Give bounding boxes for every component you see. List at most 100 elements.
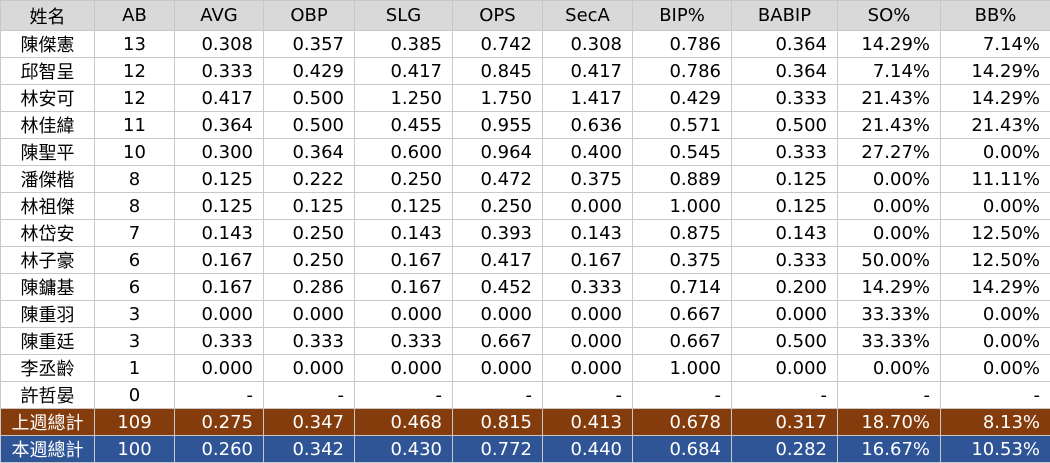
table-cell: 0.00% (941, 139, 1050, 166)
table-cell: 12.50% (941, 247, 1050, 274)
table-cell: 0.472 (453, 166, 543, 193)
table-cell: 0.786 (633, 31, 732, 58)
table-cell: 0.00% (838, 193, 941, 220)
total-cell: 0.684 (633, 436, 732, 463)
table-cell: 0.786 (633, 58, 732, 85)
table-cell: 0.250 (355, 166, 453, 193)
table-cell: 0.875 (633, 220, 732, 247)
table-cell: 0.417 (543, 58, 633, 85)
total-cell: 0.440 (543, 436, 633, 463)
table-cell: 0.333 (543, 274, 633, 301)
table-cell: 0.333 (732, 139, 838, 166)
table-cell: 0.667 (633, 328, 732, 355)
table-cell: 0.00% (838, 355, 941, 382)
table-cell: 0.333 (175, 58, 264, 85)
table-cell: 0.385 (355, 31, 453, 58)
table-cell: 0.357 (264, 31, 355, 58)
table-cell: 14.29% (838, 274, 941, 301)
total-cell: 0.815 (453, 409, 543, 436)
table-cell: 0 (95, 382, 175, 409)
header-cell: SO% (838, 1, 941, 31)
table-cell: 1.750 (453, 85, 543, 112)
table-cell: 林祖傑 (1, 193, 95, 220)
total-cell: 0.342 (264, 436, 355, 463)
table-cell: 陳重羽 (1, 301, 95, 328)
table-cell: 0.375 (543, 166, 633, 193)
total-cell: 100 (95, 436, 175, 463)
table-cell: 12 (95, 85, 175, 112)
table-cell: 林子豪 (1, 247, 95, 274)
table-cell: 0.222 (264, 166, 355, 193)
header-cell: OPS (453, 1, 543, 31)
table-cell: 0.308 (543, 31, 633, 58)
table-cell: 0.286 (264, 274, 355, 301)
table-cell: 0.455 (355, 112, 453, 139)
header-cell: SecA (543, 1, 633, 31)
table-cell: 0.000 (543, 355, 633, 382)
table-cell: 0.00% (838, 166, 941, 193)
table-cell: 林岱安 (1, 220, 95, 247)
table-cell: 3 (95, 301, 175, 328)
table-cell: 0.375 (633, 247, 732, 274)
table-cell: 0.000 (732, 301, 838, 328)
table-cell: 0.333 (175, 328, 264, 355)
table-cell: 0.600 (355, 139, 453, 166)
table-cell: 0.000 (355, 301, 453, 328)
table-cell: 7 (95, 220, 175, 247)
total-cell: 0.275 (175, 409, 264, 436)
total-cell: 109 (95, 409, 175, 436)
table-cell: 林安可 (1, 85, 95, 112)
table-cell: 0.545 (633, 139, 732, 166)
table-cell: 0.125 (264, 193, 355, 220)
table-cell: 0.571 (633, 112, 732, 139)
total-cell: 0.430 (355, 436, 453, 463)
table-cell: - (453, 382, 543, 409)
table-cell: 陳鏞基 (1, 274, 95, 301)
table-cell: 0.125 (732, 166, 838, 193)
total-cell: 0.282 (732, 436, 838, 463)
table-cell: 6 (95, 247, 175, 274)
table-cell: 0.250 (264, 247, 355, 274)
total-cell: 0.678 (633, 409, 732, 436)
table-cell: 1.417 (543, 85, 633, 112)
table-cell: 27.27% (838, 139, 941, 166)
table-cell: 0.167 (175, 274, 264, 301)
table-cell: 0.000 (543, 193, 633, 220)
table-cell: 11.11% (941, 166, 1050, 193)
table-cell: 許哲晏 (1, 382, 95, 409)
table-cell: 11 (95, 112, 175, 139)
header-cell: OBP (264, 1, 355, 31)
table-cell: 14.29% (941, 58, 1050, 85)
total-cell: 0.317 (732, 409, 838, 436)
table-cell: 0.000 (175, 355, 264, 382)
table-cell: 0.167 (355, 247, 453, 274)
table-cell: - (838, 382, 941, 409)
table-cell: 0.333 (732, 247, 838, 274)
total-cell: 本週總計 (1, 436, 95, 463)
table-cell: 0.143 (543, 220, 633, 247)
total-cell: 16.67% (838, 436, 941, 463)
table-cell: 0.000 (453, 355, 543, 382)
header-cell: 姓名 (1, 1, 95, 31)
table-cell: 0.364 (732, 58, 838, 85)
table-cell: 33.33% (838, 328, 941, 355)
table-cell: 0.00% (941, 328, 1050, 355)
table-cell: 0.333 (732, 85, 838, 112)
table-cell: 14.29% (941, 85, 1050, 112)
table-cell: - (175, 382, 264, 409)
table-cell: 0.000 (355, 355, 453, 382)
table-cell: 0.667 (453, 328, 543, 355)
table-cell: 13 (95, 31, 175, 58)
table-cell: 0.125 (732, 193, 838, 220)
